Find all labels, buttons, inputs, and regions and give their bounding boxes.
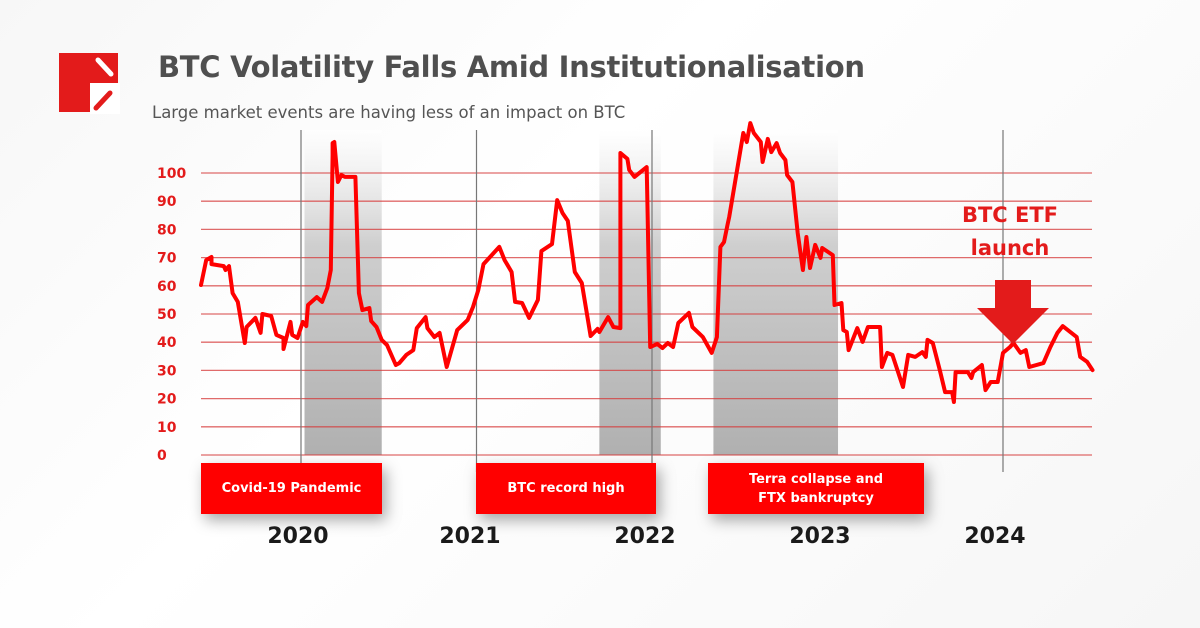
event-label-covid: Covid-19 Pandemic — [201, 463, 382, 514]
y-tick-label: 50 — [157, 307, 177, 323]
y-tick-label: 100 — [157, 166, 186, 182]
shaded-period — [713, 130, 839, 455]
y-tick-label: 20 — [157, 392, 177, 408]
y-tick-label: 30 — [157, 363, 177, 379]
volatility-line — [199, 121, 1095, 404]
y-tick-label: 70 — [157, 251, 177, 267]
etf-arrow-icon — [977, 280, 1049, 344]
event-label-text: Terra collapse and — [748, 471, 884, 487]
y-tick-label: 80 — [157, 222, 177, 238]
x-tick-label: 2023 — [789, 524, 851, 549]
chart-subtitle: Large market events are having less of a… — [152, 103, 626, 122]
event-label-text: FTX bankruptcy — [758, 490, 874, 506]
y-tick-label: 40 — [157, 335, 177, 351]
x-tick-label: 2021 — [439, 524, 501, 549]
y-tick-label: 10 — [157, 420, 177, 436]
etf-annotation-line1: BTC ETF — [961, 203, 1059, 227]
x-tick-label: 2024 — [964, 524, 1026, 549]
event-label-record-high: BTC record high — [476, 463, 656, 514]
shaded-period — [304, 130, 382, 455]
y-tick-label: 90 — [157, 194, 177, 210]
y-tick-label: 60 — [157, 279, 177, 295]
chart-title: BTC Volatility Falls Amid Institutionali… — [158, 50, 865, 84]
event-label-text: BTC record high — [507, 481, 625, 496]
event-label-text: Covid-19 Pandemic — [221, 481, 362, 496]
y-tick-label: 0 — [157, 448, 167, 464]
event-label-terra-ftx: Terra collapse and FTX bankruptcy — [708, 463, 924, 514]
x-tick-label: 2020 — [267, 524, 329, 549]
etf-annotation-line2: launch — [970, 236, 1050, 260]
brand-logo — [59, 53, 120, 114]
x-tick-label: 2022 — [614, 524, 676, 549]
